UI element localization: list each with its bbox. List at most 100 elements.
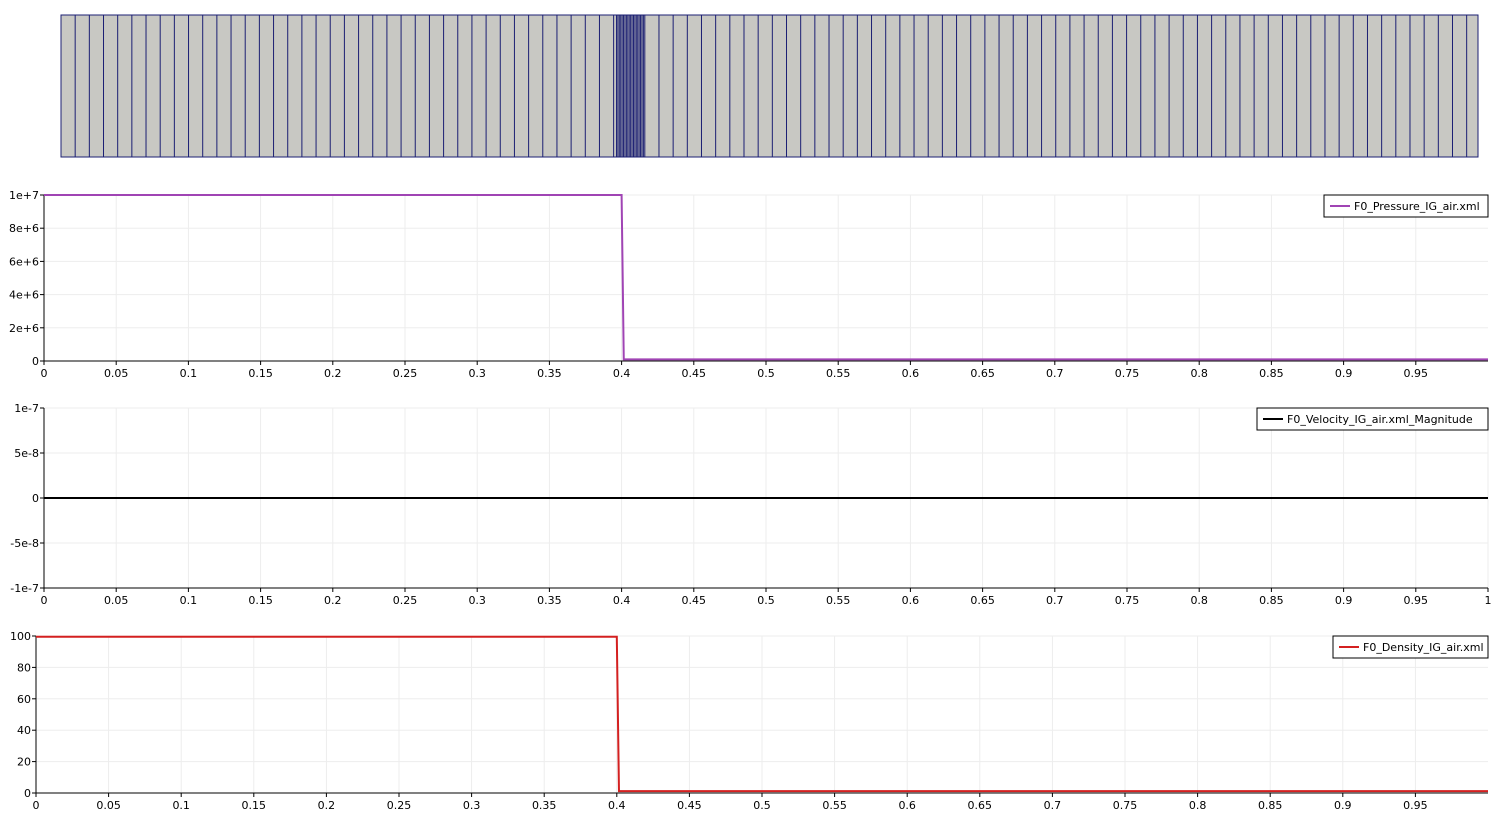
y-tick-label: 4e+6 — [9, 289, 39, 302]
x-tick-label: 0.15 — [248, 594, 273, 607]
x-tick-label: 0.9 — [1335, 367, 1353, 380]
velocity-legend[interactable]: F0_Velocity_IG_air.xml_Magnitude — [1256, 407, 1489, 431]
x-tick-label: 0.55 — [822, 799, 847, 812]
x-tick-label: 0.2 — [324, 367, 342, 380]
density-line-chart[interactable]: 0 0.05 0.1 0.15 0.2 0.25 0.3 0.35 0.4 0.45 0.5 0.55… — [0, 620, 1508, 821]
x-tick-label: 0.6 — [898, 799, 916, 812]
x-tick-label: 0.3 — [468, 367, 486, 380]
x-tick-label: 0.15 — [248, 367, 273, 380]
x-tick-label: 0.25 — [387, 799, 412, 812]
x-tick-label: 0.45 — [682, 367, 707, 380]
mesh-render-view[interactable] — [0, 0, 1508, 170]
pressure-line-chart[interactable]: 0 0.05 0.1 0.15 0.2 0.25 0.3 0.35 0.4 0.45 0.5 0.55… — [0, 178, 1508, 388]
pressure-grid — [43, 194, 1488, 362]
y-tick-label: 8e+6 — [9, 222, 39, 235]
x-tick-label: 0.25 — [393, 594, 418, 607]
x-tick-label: 0.5 — [753, 799, 771, 812]
y-tick-label: 0 — [32, 355, 39, 368]
x-tick-label: 0.85 — [1259, 594, 1284, 607]
density-legend[interactable]: F0_Density_IG_air.xml — [1332, 635, 1489, 659]
x-tick-label: 0.65 — [970, 594, 995, 607]
x-tick-label: 0.1 — [180, 367, 198, 380]
density-grid — [35, 635, 1488, 794]
x-tick-label: 0.2 — [324, 594, 342, 607]
x-tick-label: 0.75 — [1115, 594, 1140, 607]
density-series — [36, 635, 1488, 793]
x-tick-label: 0.7 — [1046, 367, 1064, 380]
x-tick-label: 0.7 — [1044, 799, 1062, 812]
x-tick-label: 0.6 — [902, 367, 920, 380]
x-tick-label: 0.4 — [608, 799, 626, 812]
x-tick-label: 0.4 — [613, 367, 631, 380]
x-tick-label: 0.65 — [968, 799, 993, 812]
x-tick-label: 0.85 — [1258, 799, 1283, 812]
density-x-ticks: 0 0.05 0.1 0.15 0.2 0.25 0.3 0.35 0.4 0.45 0.5 0.55… — [33, 793, 1428, 812]
x-tick-label: 0.05 — [96, 799, 121, 812]
x-tick-label: 0.9 — [1335, 594, 1353, 607]
x-tick-label: 0.35 — [537, 594, 562, 607]
x-tick-label: 0.7 — [1046, 594, 1064, 607]
legend-label: F0_Pressure_IG_air.xml — [1354, 200, 1480, 213]
pressure-x-ticks: 0 0.05 0.1 0.15 0.2 0.25 0.3 0.35 0.4 0.45 0.5 0.55… — [41, 361, 1429, 380]
y-tick-label: 5e-8 — [14, 447, 39, 460]
x-tick-label: 0.75 — [1115, 367, 1140, 380]
x-tick-label: 0.1 — [180, 594, 198, 607]
pressure-series — [44, 194, 1488, 361]
x-tick-label: 0.65 — [970, 367, 995, 380]
x-tick-label: 0.2 — [318, 799, 336, 812]
x-tick-label: 0.05 — [104, 367, 129, 380]
velocity-line-chart[interactable]: 0 0.05 0.1 0.15 0.2 0.25 0.3 0.35 0.4 0.45 0.5 0.55… — [0, 392, 1508, 610]
x-tick-label: 0.5 — [757, 367, 775, 380]
y-tick-label: 1e-7 — [14, 402, 39, 415]
x-tick-label: 0.55 — [826, 367, 851, 380]
y-tick-label: 80 — [17, 661, 31, 674]
x-tick-label: 0 — [41, 367, 48, 380]
x-tick-label: 0.95 — [1403, 799, 1428, 812]
x-tick-label: 0.95 — [1404, 367, 1429, 380]
x-tick-label: 0.05 — [104, 594, 129, 607]
x-tick-label: 0.4 — [613, 594, 631, 607]
x-tick-label: 0 — [41, 594, 48, 607]
series-line — [44, 194, 1488, 361]
x-tick-label: 0.25 — [393, 367, 418, 380]
x-tick-label: 0.3 — [463, 799, 481, 812]
y-tick-label: 100 — [10, 630, 31, 643]
x-tick-label: 0.45 — [682, 594, 707, 607]
y-tick-label: -5e-8 — [10, 537, 39, 550]
legend-box — [1332, 635, 1489, 659]
x-tick-label: 0.35 — [532, 799, 557, 812]
x-tick-label: 0.8 — [1190, 367, 1208, 380]
x-tick-label: 0.6 — [902, 594, 920, 607]
x-tick-label: 0.8 — [1190, 594, 1208, 607]
legend-label: F0_Velocity_IG_air.xml_Magnitude — [1287, 413, 1473, 426]
x-tick-label: 0.45 — [677, 799, 702, 812]
x-tick-label: 0.8 — [1189, 799, 1207, 812]
x-tick-label: 0.55 — [826, 594, 851, 607]
y-tick-label: 20 — [17, 756, 31, 769]
x-tick-label: 0.9 — [1334, 799, 1352, 812]
x-tick-label: 0 — [33, 799, 40, 812]
y-tick-label: 0 — [24, 787, 31, 800]
y-tick-label: 60 — [17, 693, 31, 706]
mesh-cells — [60, 14, 1479, 158]
legend-label: F0_Density_IG_air.xml — [1363, 641, 1484, 654]
velocity-y-ticks: -1e-7 -5e-8 0 5e-8 1e-7 — [10, 402, 44, 595]
density-y-ticks: 0 20 40 60 80 100 — [10, 630, 36, 800]
x-tick-label: 0.5 — [757, 594, 775, 607]
series-line — [36, 635, 1488, 793]
velocity-x-ticks: 0 0.05 0.1 0.15 0.2 0.25 0.3 0.35 0.4 0.45 0.5 0.55… — [41, 588, 1492, 607]
y-tick-label: 40 — [17, 724, 31, 737]
pressure-legend[interactable]: F0_Pressure_IG_air.xml — [1323, 194, 1489, 218]
x-tick-label: 0.15 — [242, 799, 267, 812]
mesh-domain — [60, 14, 1479, 158]
x-tick-label: 0.85 — [1259, 367, 1284, 380]
legend-box — [1256, 407, 1489, 431]
y-tick-label: -1e-7 — [10, 582, 39, 595]
y-tick-label: 2e+6 — [9, 322, 39, 335]
x-tick-label: 0.1 — [172, 799, 190, 812]
x-tick-label: 0.35 — [537, 367, 562, 380]
y-tick-label: 0 — [32, 492, 39, 505]
x-tick-label: 1 — [1485, 594, 1492, 607]
legend-box — [1323, 194, 1489, 218]
x-tick-label: 0.95 — [1404, 594, 1429, 607]
